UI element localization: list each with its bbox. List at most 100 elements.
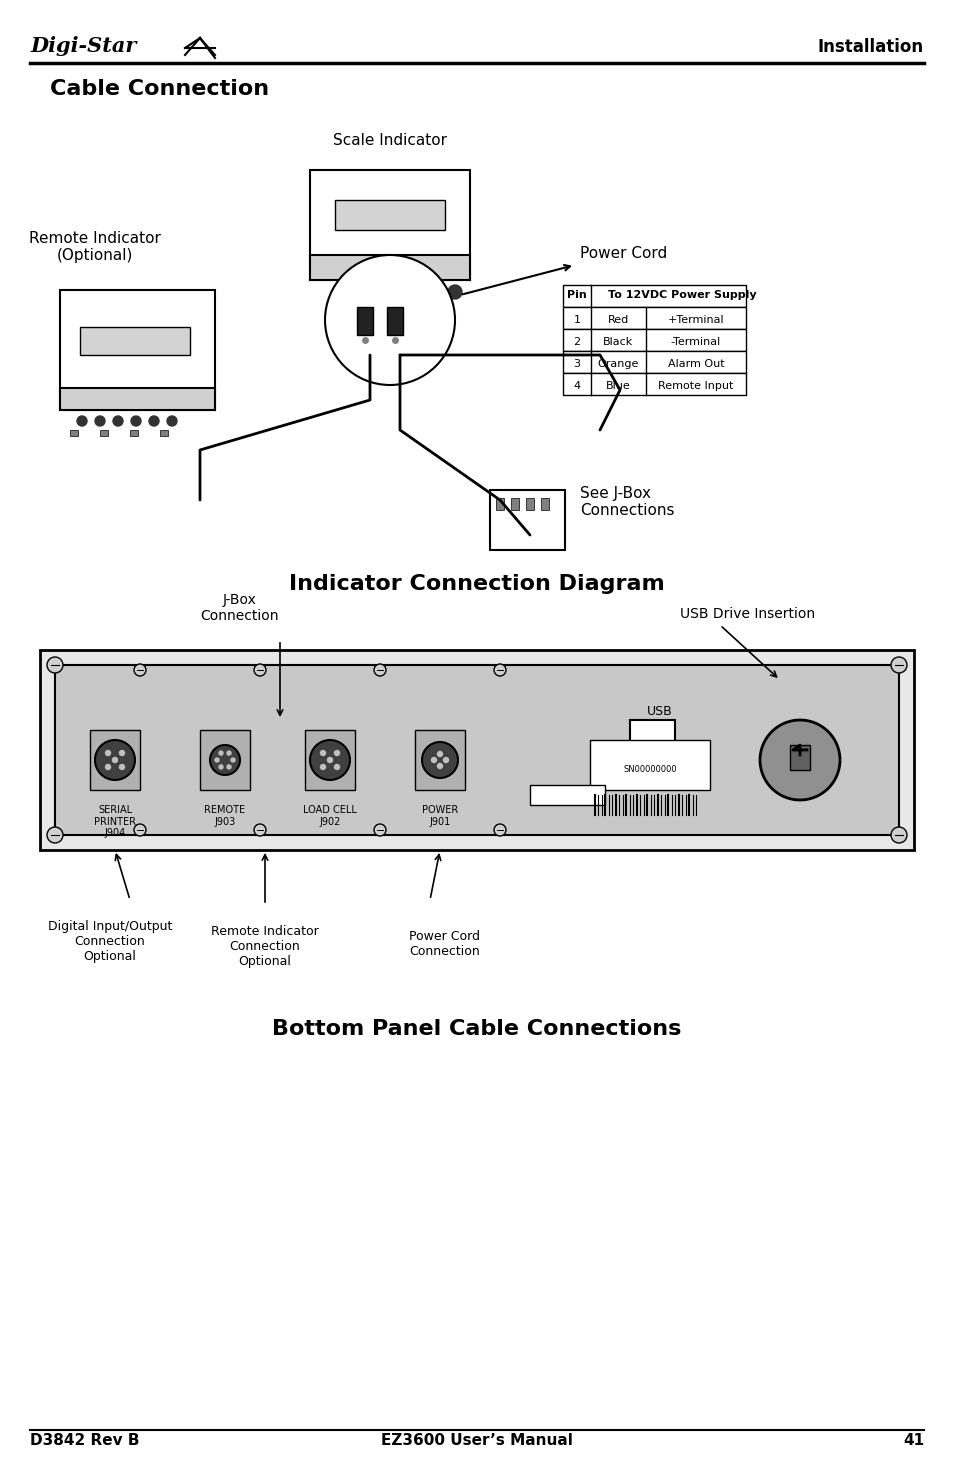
Bar: [415, 730, 464, 791]
Circle shape: [77, 416, 87, 426]
Circle shape: [437, 764, 442, 768]
Bar: [60, 291, 214, 410]
Circle shape: [95, 416, 105, 426]
Text: 3: 3: [573, 358, 579, 369]
Circle shape: [227, 751, 231, 755]
Bar: [562, 373, 745, 395]
Text: Orange: Orange: [598, 358, 639, 369]
Circle shape: [112, 416, 123, 426]
Text: Digital Input/Output
Connection
Optional: Digital Input/Output Connection Optional: [48, 920, 172, 963]
Bar: [40, 650, 913, 850]
Circle shape: [428, 285, 441, 299]
Text: Installation: Installation: [817, 38, 923, 56]
Bar: [530, 785, 604, 805]
Text: REMOTE
J903: REMOTE J903: [204, 805, 245, 826]
Circle shape: [353, 285, 367, 299]
Circle shape: [890, 656, 906, 673]
Bar: [90, 730, 140, 791]
Bar: [562, 285, 745, 307]
Circle shape: [402, 285, 416, 299]
Circle shape: [133, 825, 146, 836]
Circle shape: [327, 758, 333, 763]
Circle shape: [437, 751, 442, 757]
Text: USB: USB: [646, 705, 672, 718]
Text: Blue: Blue: [605, 381, 630, 391]
Circle shape: [167, 416, 177, 426]
Circle shape: [320, 751, 325, 755]
Text: Indicator Connection Diagram: Indicator Connection Diagram: [289, 574, 664, 594]
Text: 4: 4: [573, 381, 580, 391]
Text: SN00000000: SN00000000: [622, 766, 676, 774]
Bar: [305, 730, 355, 791]
Bar: [562, 351, 745, 373]
Bar: [562, 307, 745, 329]
Bar: [589, 740, 709, 791]
Text: D3842 Rev B: D3842 Rev B: [30, 1434, 139, 1448]
Circle shape: [106, 751, 111, 755]
Circle shape: [214, 758, 219, 763]
Text: Power Cord: Power Cord: [579, 246, 666, 261]
Bar: [525, 499, 534, 510]
Bar: [562, 329, 745, 351]
Text: 1: 1: [573, 316, 579, 324]
Circle shape: [95, 740, 135, 780]
Circle shape: [374, 825, 386, 836]
Text: Power Cord
Connection: Power Cord Connection: [409, 931, 480, 957]
Circle shape: [421, 742, 457, 777]
Circle shape: [431, 758, 436, 763]
Bar: [335, 201, 444, 230]
Bar: [70, 431, 78, 437]
Bar: [310, 170, 470, 280]
Text: Remote Indicator
(Optional): Remote Indicator (Optional): [29, 230, 161, 263]
Bar: [160, 431, 168, 437]
Bar: [55, 665, 898, 835]
Bar: [540, 499, 548, 510]
Circle shape: [219, 751, 223, 755]
Text: Scale Indicator: Scale Indicator: [333, 133, 447, 148]
Circle shape: [149, 416, 159, 426]
Circle shape: [890, 827, 906, 844]
Circle shape: [47, 656, 63, 673]
Circle shape: [310, 740, 350, 780]
Bar: [130, 431, 138, 437]
Circle shape: [231, 758, 234, 763]
Bar: [789, 745, 809, 770]
Circle shape: [210, 745, 240, 774]
Circle shape: [320, 764, 325, 770]
Text: SERIAL
PRINTER
J904: SERIAL PRINTER J904: [94, 805, 136, 838]
Circle shape: [760, 720, 840, 799]
Text: Remote Input: Remote Input: [658, 381, 733, 391]
Circle shape: [335, 751, 339, 755]
Bar: [496, 499, 503, 510]
Circle shape: [227, 766, 231, 768]
Circle shape: [448, 285, 461, 299]
Circle shape: [119, 764, 125, 770]
Bar: [629, 720, 675, 745]
Circle shape: [494, 664, 505, 676]
Text: USB Drive Insertion: USB Drive Insertion: [679, 608, 814, 621]
Circle shape: [325, 255, 455, 385]
Circle shape: [106, 764, 111, 770]
Text: Black: Black: [602, 336, 633, 347]
Text: +Terminal: +Terminal: [667, 316, 723, 324]
Text: EZ3600 User’s Manual: EZ3600 User’s Manual: [380, 1434, 573, 1448]
Circle shape: [219, 766, 223, 768]
Text: 41: 41: [902, 1434, 923, 1448]
Text: Bottom Panel Cable Connections: Bottom Panel Cable Connections: [272, 1019, 681, 1038]
Bar: [60, 388, 214, 410]
Text: LOAD CELL
J902: LOAD CELL J902: [303, 805, 356, 826]
Text: To 12VDC Power Supply: To 12VDC Power Supply: [608, 291, 756, 299]
Text: -Terminal: -Terminal: [670, 336, 720, 347]
Text: Alarm Out: Alarm Out: [667, 358, 723, 369]
Bar: [80, 327, 190, 355]
Circle shape: [253, 664, 266, 676]
Circle shape: [133, 664, 146, 676]
Circle shape: [112, 758, 117, 763]
Bar: [511, 499, 518, 510]
Bar: [100, 431, 108, 437]
Bar: [356, 307, 373, 335]
Circle shape: [443, 758, 448, 763]
Circle shape: [335, 764, 339, 770]
Text: Red: Red: [607, 316, 628, 324]
Text: See J-Box
Connections: See J-Box Connections: [579, 485, 674, 518]
